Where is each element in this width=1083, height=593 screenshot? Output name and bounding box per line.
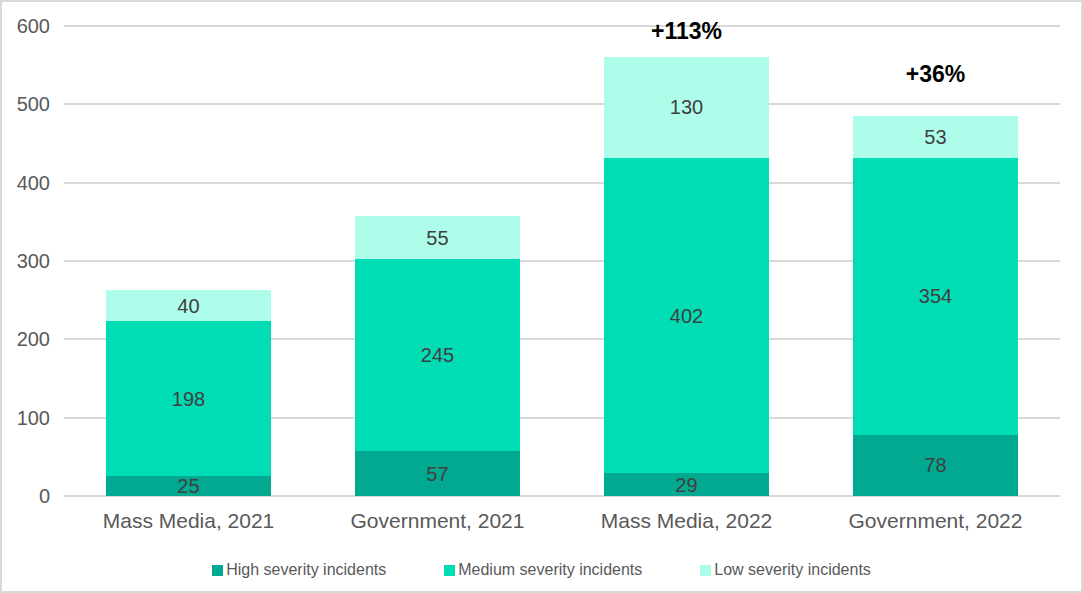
segment-value-label: 57	[426, 464, 448, 484]
y-axis-label: 100	[2, 406, 50, 430]
legend-entry-medium: Medium severity incidents	[444, 561, 642, 579]
segment-value-label: 198	[172, 389, 205, 409]
x-axis-category-label: Government, 2022	[811, 508, 1060, 534]
bar-segment-2: 55	[355, 216, 519, 259]
segment-value-label: 40	[177, 296, 199, 316]
y-axis-label: 200	[2, 327, 50, 351]
bar-segment-0: 57	[355, 451, 519, 496]
legend-entry-high: High severity incidents	[212, 561, 386, 579]
bar-segment-1: 245	[355, 259, 519, 451]
y-axis-label: 500	[2, 92, 50, 116]
segment-value-label: 55	[426, 228, 448, 248]
bar-segment-1: 402	[604, 158, 768, 473]
segment-value-label: 245	[421, 345, 454, 365]
stacked-bar-chart: 0 100 200 300 400 500 600 25 198 40 Mass Media, 20…	[0, 0, 1083, 593]
bar-segment-0: 78	[853, 435, 1017, 496]
bar-segment-1: 198	[106, 321, 270, 476]
segment-value-label: 53	[924, 127, 946, 147]
legend-entry-low: Low severity incidents	[700, 561, 871, 579]
gridline	[64, 103, 1060, 105]
bar-segment-2: 130	[604, 57, 768, 159]
legend: High severity incidents Medium severity …	[2, 561, 1081, 579]
bar-segment-2: 53	[853, 116, 1017, 158]
segment-value-label: 78	[924, 455, 946, 475]
x-axis-category-label: Mass Media, 2021	[64, 508, 313, 534]
segment-value-label: 29	[675, 475, 697, 495]
legend-swatch-medium-icon	[444, 565, 455, 576]
bar-segment-0: 25	[106, 476, 270, 496]
growth-annotation: +113%	[562, 17, 811, 45]
x-axis-category-label: Mass Media, 2022	[562, 508, 811, 534]
segment-value-label: 402	[670, 306, 703, 326]
legend-swatch-high-icon	[212, 565, 223, 576]
y-axis-label: 300	[2, 249, 50, 273]
bar-segment-1: 354	[853, 158, 1017, 435]
legend-swatch-low-icon	[700, 565, 711, 576]
legend-label-high: High severity incidents	[226, 561, 386, 579]
segment-value-label: 130	[670, 97, 703, 117]
segment-value-label: 354	[919, 286, 952, 306]
y-axis-label: 600	[2, 14, 50, 38]
legend-label-medium: Medium severity incidents	[458, 561, 642, 579]
bar-segment-2: 40	[106, 290, 270, 321]
segment-value-label: 25	[177, 476, 199, 496]
y-axis-label: 0	[2, 484, 50, 508]
bar-segment-0: 29	[604, 473, 768, 496]
growth-annotation: +36%	[811, 60, 1060, 88]
x-axis-category-label: Government, 2021	[313, 508, 562, 534]
y-axis-label: 400	[2, 171, 50, 195]
legend-label-low: Low severity incidents	[714, 561, 871, 579]
